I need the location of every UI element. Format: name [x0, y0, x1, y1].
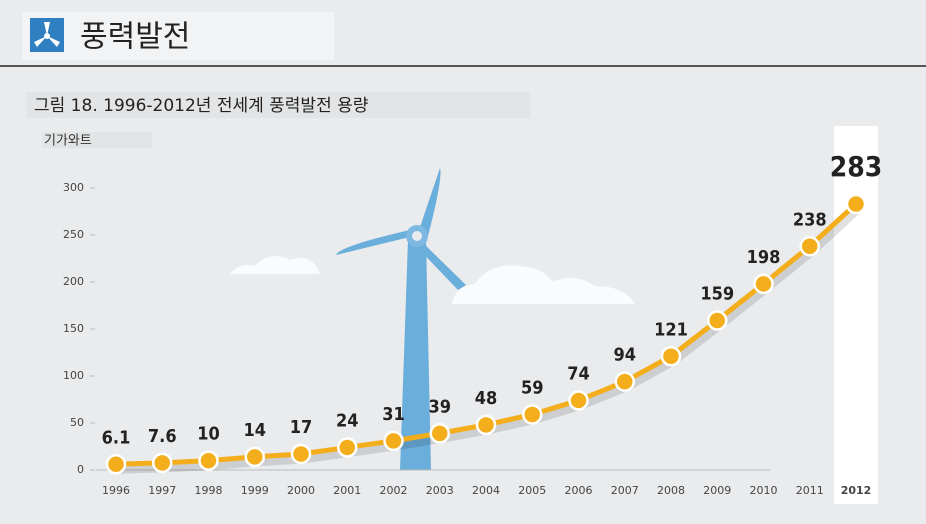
x-tick-label: 1997	[148, 484, 176, 497]
subtitle-box	[26, 92, 530, 118]
point	[660, 346, 682, 367]
point	[337, 437, 358, 458]
point	[753, 273, 774, 295]
chart-title: 그림 18. 1996-2012년 전세계 풍력발전 용량	[34, 96, 369, 116]
x-tick-label: 1996	[102, 484, 130, 497]
data-label: 24	[336, 410, 359, 431]
x-tick-label: 2008	[657, 484, 685, 497]
point	[383, 430, 404, 452]
y-tick-label: 200	[63, 275, 84, 288]
x-tick-label: 2003	[426, 484, 454, 497]
data-label: 238	[793, 209, 827, 230]
point	[290, 443, 312, 465]
data-label: 283	[830, 150, 883, 183]
data-label: 74	[567, 363, 590, 384]
x-tick-label: 2002	[380, 484, 408, 497]
point	[105, 454, 127, 475]
x-tick-label: 2004	[472, 484, 500, 497]
x-tick-label: 2006	[565, 484, 593, 497]
x-tick-label: 2012	[841, 484, 872, 497]
clouds	[230, 256, 635, 304]
data-label: 31	[382, 404, 405, 425]
point	[568, 390, 589, 411]
data-label: 48	[475, 388, 498, 409]
x-tick-label: 2007	[611, 484, 639, 497]
x-tick-label: 2010	[750, 484, 778, 497]
data-label: 159	[700, 284, 734, 305]
x-tick-label: 2011	[796, 484, 824, 497]
y-tick-label: 250	[63, 228, 84, 241]
data-label: 39	[428, 396, 451, 417]
y-tick-label: 0	[77, 463, 84, 476]
x-tick-label: 1998	[195, 484, 223, 497]
point	[429, 423, 450, 444]
point	[152, 452, 173, 474]
unit-box	[42, 132, 152, 148]
y-tick-label: 300	[63, 181, 84, 194]
data-label: 121	[654, 319, 688, 340]
highlight-column	[834, 126, 878, 504]
point	[614, 371, 635, 392]
x-tick-label: 2005	[518, 484, 546, 497]
data-label: 6.1	[102, 427, 131, 448]
point	[799, 236, 820, 257]
data-label: 17	[290, 417, 313, 438]
y-axis-label: 기가와트	[44, 134, 92, 149]
data-label: 59	[521, 378, 544, 399]
data-label: 198	[747, 247, 781, 268]
y-tick-label: 100	[63, 369, 84, 382]
data-label: 14	[243, 420, 266, 441]
point	[845, 193, 867, 215]
x-tick-label: 1999	[241, 484, 269, 497]
y-tick-label: 50	[70, 416, 84, 429]
turbine	[336, 168, 466, 470]
x-tick-label: 2009	[703, 484, 731, 497]
x-tick-label: 2001	[333, 484, 361, 497]
page-title: 풍력발전	[80, 20, 190, 55]
icon-fan	[34, 22, 60, 47]
data-label: 94	[613, 345, 636, 366]
title-box	[22, 12, 334, 60]
point	[244, 446, 265, 468]
y-tick-label: 150	[63, 322, 84, 335]
data-label: 7.6	[148, 426, 177, 447]
point	[475, 414, 497, 436]
data-label: 10	[197, 424, 220, 445]
point	[522, 404, 543, 425]
point	[707, 310, 728, 331]
x-tick-label: 2000	[287, 484, 315, 497]
point	[198, 450, 219, 471]
